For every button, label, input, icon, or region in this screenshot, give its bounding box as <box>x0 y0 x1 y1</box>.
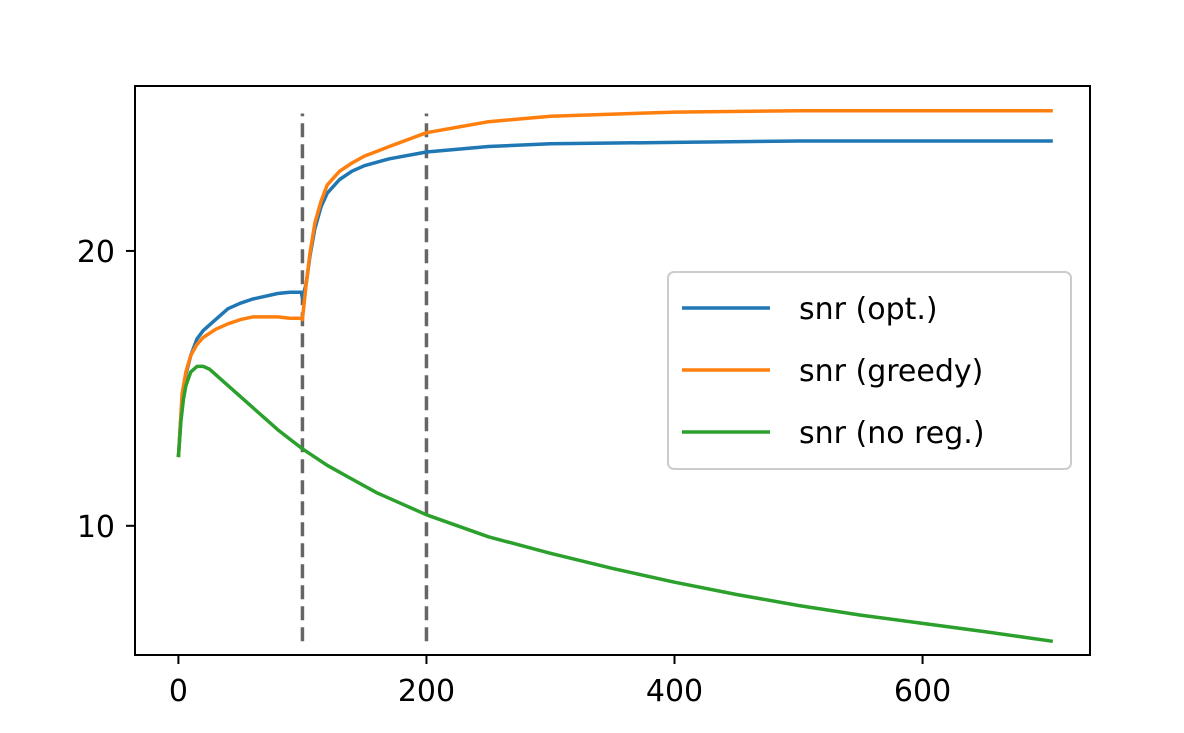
x-tick-label: 0 <box>169 674 188 709</box>
legend: snr (opt.) snr (greedy) snr (no reg.) <box>667 271 1072 470</box>
legend-label: snr (opt.) <box>799 292 938 327</box>
legend-box <box>667 271 1072 470</box>
legend-label: snr (no reg.) <box>799 416 985 451</box>
x-tick-label: 600 <box>894 674 951 709</box>
plot-area <box>176 108 1054 644</box>
y-tick-label: 20 <box>77 235 115 270</box>
y-tick-label: 10 <box>77 510 115 545</box>
x-tick-label: 200 <box>398 674 455 709</box>
plot-frame <box>134 85 1091 656</box>
series-line-2 <box>176 364 1054 644</box>
legend-label: snr (greedy) <box>799 354 983 389</box>
series-line-1 <box>176 108 1053 458</box>
x-tick-label: 400 <box>646 674 703 709</box>
axes: 0 200 400 600 10 20 <box>77 235 951 709</box>
